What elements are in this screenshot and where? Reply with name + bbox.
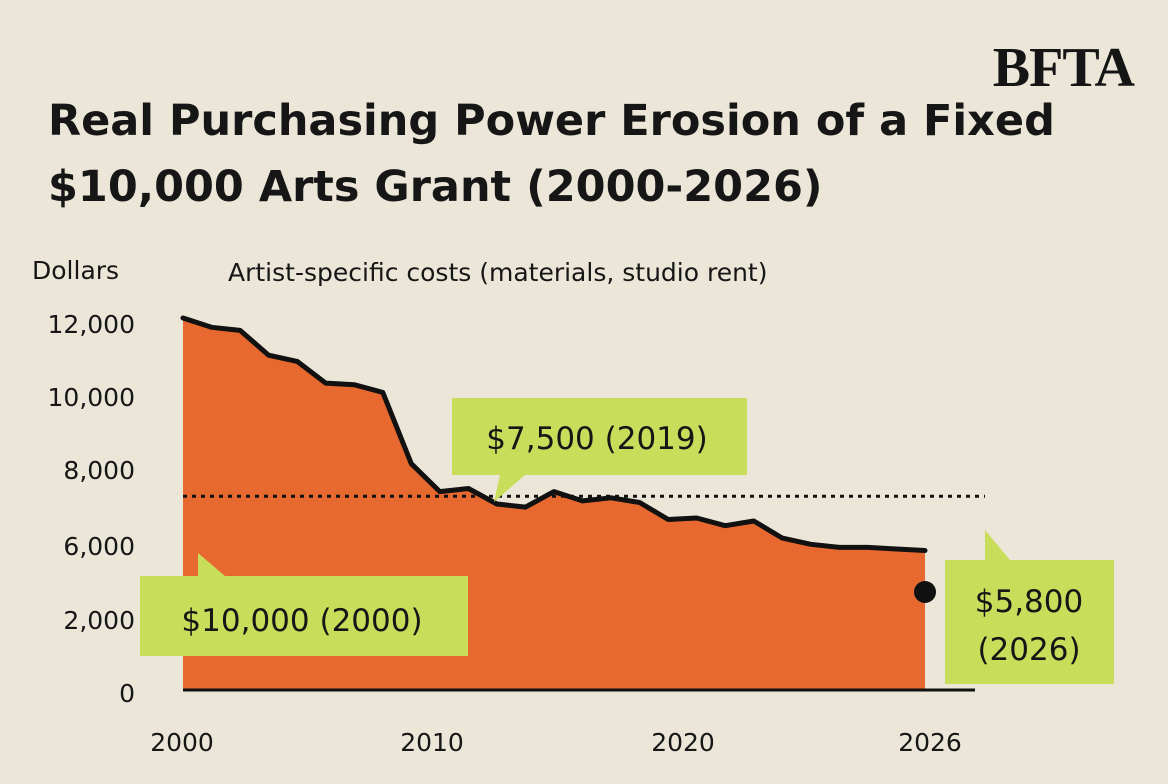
- callout-box: [452, 398, 747, 502]
- y-axis-label: Dollars: [32, 256, 120, 285]
- y-tick-label: 0: [119, 679, 135, 708]
- callout-label: $5,800: [975, 584, 1083, 620]
- callout-box: [140, 553, 468, 656]
- chart-title: Real Purchasing Power Erosion of a Fixed…: [48, 96, 1055, 212]
- y-tick-label: 10,000: [48, 383, 135, 412]
- y-tick-label: 2,000: [63, 606, 135, 635]
- y-tick-label: 12,000: [48, 310, 135, 339]
- y-tick-label: 6,000: [63, 532, 135, 561]
- x-tick-label: 2026: [898, 728, 962, 757]
- callout-label: (2026): [977, 632, 1080, 668]
- x-tick-label: 2000: [150, 728, 214, 757]
- x-tick-label: 2020: [651, 728, 715, 757]
- callout-label: $10,000 (2000): [181, 603, 422, 639]
- callout-box: [945, 530, 1114, 684]
- brand-logo: BFTA: [992, 37, 1135, 99]
- y-tick-label: 8,000: [63, 456, 135, 485]
- end-marker: [914, 581, 936, 603]
- chart-subtitle: Artist-specific costs (materials, studio…: [228, 258, 768, 287]
- callout-label: $7,500 (2019): [486, 421, 707, 457]
- x-tick-label: 2010: [400, 728, 464, 757]
